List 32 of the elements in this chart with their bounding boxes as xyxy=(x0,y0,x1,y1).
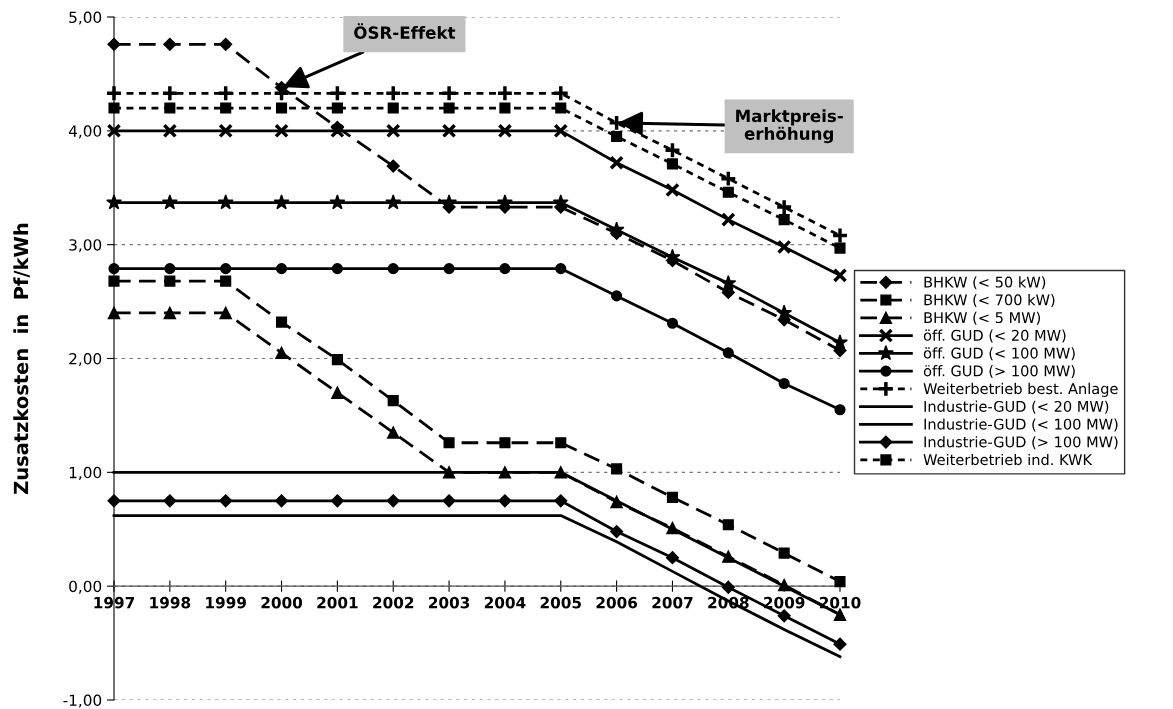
x-tick-label: 1999 xyxy=(206,596,246,609)
y-tick-label: 3,00 xyxy=(69,239,102,253)
x-tick-label: 2004 xyxy=(484,596,526,609)
y-axis-title: Zusatzkosten in Pf/kWh xyxy=(13,223,30,494)
legend-label: Weiterbetrieb best. Anlage xyxy=(923,382,1118,397)
legend-label: Industrie-GUD (< 20 MW) xyxy=(924,400,1109,414)
x-tick-label: 2001 xyxy=(317,596,358,609)
x-tick-label: 2000 xyxy=(261,596,303,609)
x-tick-label: 2003 xyxy=(429,596,470,609)
annotation: Marktpreis- erhöhung xyxy=(736,109,843,144)
y-tick-label: 5,00 xyxy=(69,11,102,25)
legend-label: BHKW (< 50 kW) xyxy=(924,276,1046,290)
legend-label: BHKW (< 700 kW) xyxy=(924,294,1055,308)
y-tick-label: 2,00 xyxy=(69,352,102,367)
y-tick-label: 1,00 xyxy=(69,466,102,480)
y-tick-label: 0,00 xyxy=(69,580,102,594)
x-tick-label: 2007 xyxy=(652,596,693,609)
x-tick-label: 2005 xyxy=(540,596,581,609)
y-tick-label: 4,00 xyxy=(68,125,102,139)
x-tick-label: 2002 xyxy=(373,596,414,609)
legend-label: BHKW (< 5 MW) xyxy=(924,311,1041,325)
x-tick-label: 1998 xyxy=(150,596,191,609)
x-tick-label: 2009 xyxy=(764,596,805,609)
legend-label: öff. GUD (> 100 MW) xyxy=(923,365,1075,379)
legend-label: Weiterbetrieb ind. KWK xyxy=(923,453,1093,466)
legend-label: Industrie-GUD (> 100 MW) xyxy=(924,436,1118,450)
x-tick-label: 2006 xyxy=(596,596,638,609)
annotation: ÖSR-Effekt xyxy=(354,23,456,39)
legend-label: öff. GUD (< 20 MW) xyxy=(923,329,1066,343)
legend-label: Industrie-GUD (< 100 MW) xyxy=(924,418,1118,432)
legend-label: öff. GUD (< 100 MW) xyxy=(923,347,1075,361)
y-tick-label: -1,00 xyxy=(63,694,102,708)
